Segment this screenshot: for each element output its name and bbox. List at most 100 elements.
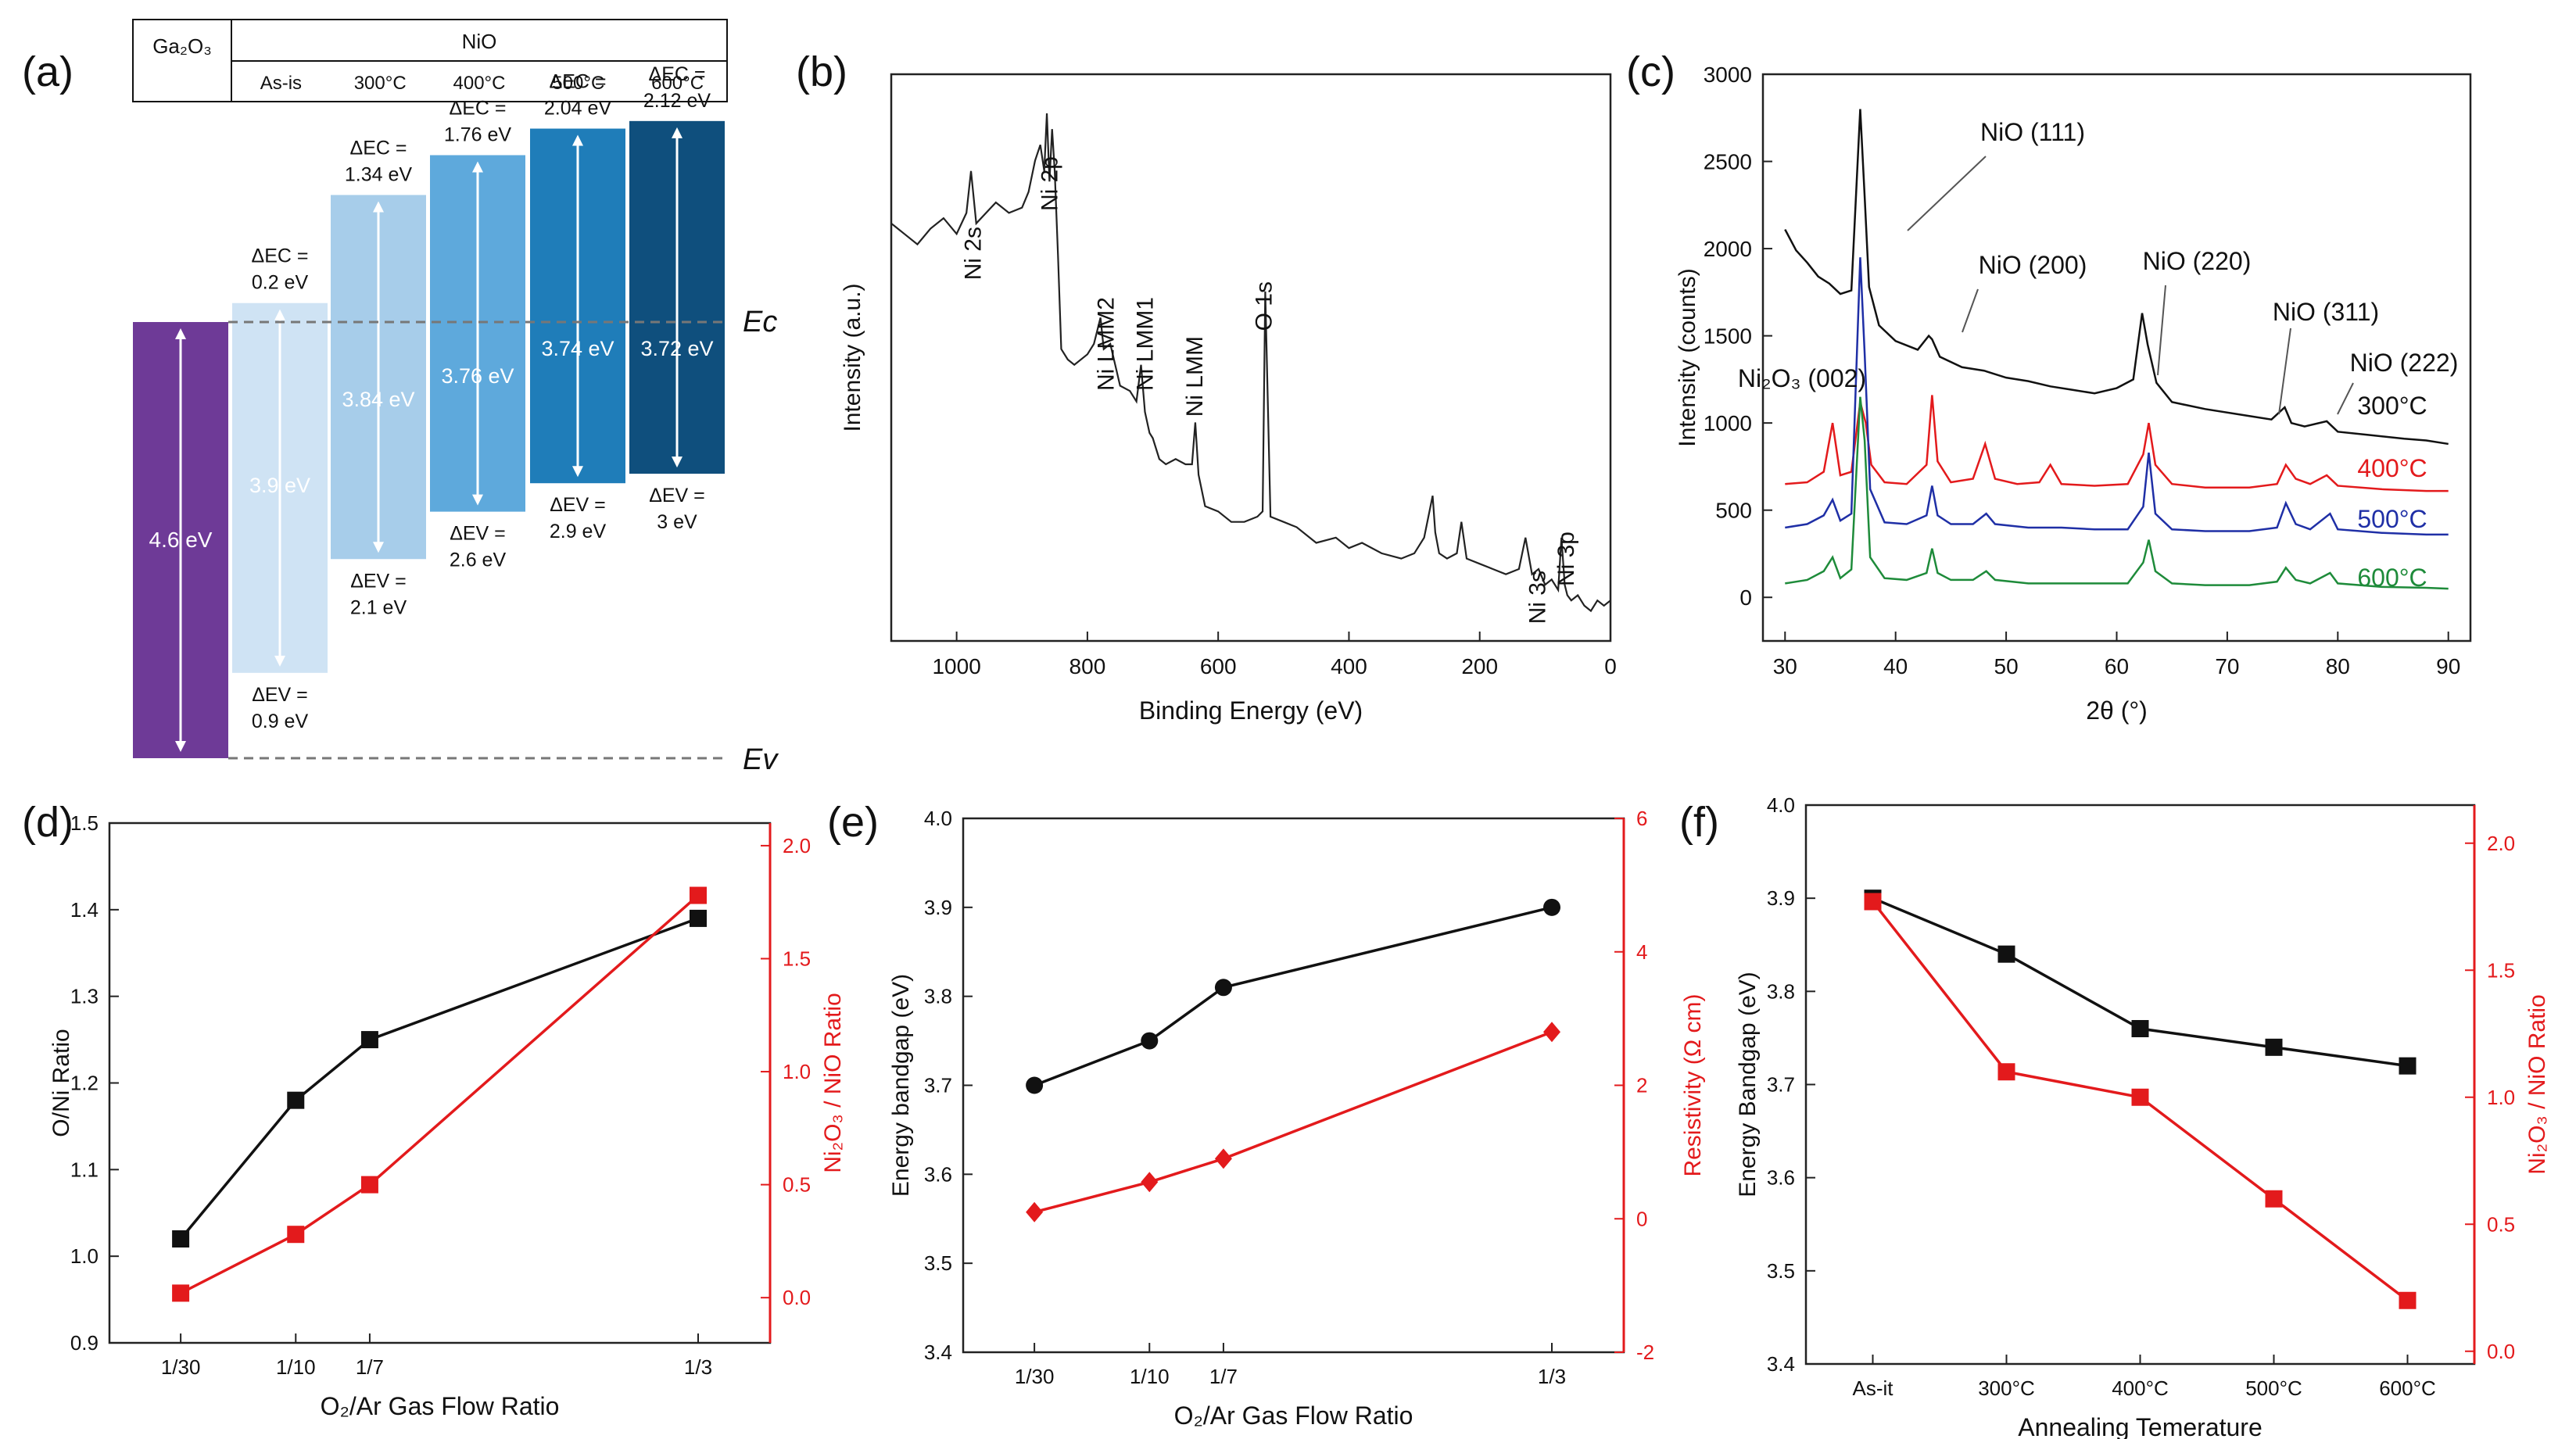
y-tick-label-left: 3.9 (924, 896, 952, 919)
arrow-head (175, 741, 186, 752)
arrow-head (672, 127, 683, 138)
plot-frame (1804, 804, 2476, 1366)
arrow-head (572, 466, 583, 478)
y-tick-label-left: 1.0 (70, 1244, 99, 1268)
peak-annotation: NiO (311) (2273, 298, 2379, 326)
peak-annotation: Ni 2s (961, 227, 987, 280)
peak-annotation: Ni 3p (1553, 532, 1579, 586)
data-marker (689, 886, 707, 904)
x-tick-label: 800 (1069, 654, 1106, 678)
data-marker (2131, 1020, 2149, 1037)
peak-annotation: Ni LMM (1182, 336, 1208, 417)
table-column-label: 400°C (453, 73, 506, 94)
y-tick-label-left: 3.8 (924, 985, 952, 1008)
peak-annotation: O 1s (1252, 281, 1277, 331)
arrow-head (175, 328, 186, 339)
data-marker (1026, 1201, 1044, 1222)
delta-ev-label: ΔEV = (252, 684, 308, 706)
y-tick-label-right: -2 (1636, 1341, 1654, 1364)
x-tick-label: 1/10 (276, 1355, 316, 1379)
peak-annotation: NiO (220) (2143, 247, 2252, 275)
band-diagram: Ga₂O₃ NiO As-is 300°C 400°C 500°C 600°C 4.6 eV 3… (132, 19, 779, 776)
y-tick-label-left: 3.7 (924, 1074, 952, 1097)
delta-ec-value: 1.76 eV (444, 124, 512, 146)
y-tick-label-left: 1.5 (70, 811, 99, 835)
data-marker (1214, 1148, 1232, 1169)
x-tick-label: 1/30 (1015, 1365, 1055, 1388)
arrow-head (373, 201, 384, 213)
data-marker (1141, 1032, 1159, 1050)
y-axis-label: Intensity (a.u.) (840, 283, 865, 431)
y-tick-label-right: 4 (1636, 940, 1647, 964)
peak-annotation: NiO (222) (2350, 349, 2459, 377)
x-tick-label: 1/7 (1209, 1365, 1238, 1388)
y-tick-label-left: 3.6 (924, 1162, 952, 1186)
arrow-head (472, 494, 483, 506)
series-label: 600°C (2357, 564, 2427, 592)
series-line (1872, 897, 2408, 1068)
series-line (1034, 1030, 1553, 1214)
x-tick-label: 600 (1200, 654, 1237, 678)
table-header-nio: NiO (462, 30, 497, 53)
peak-annotation: Ni 3s (1524, 571, 1550, 624)
series-label: 500°C (2357, 505, 2427, 533)
data-marker (1542, 898, 1560, 916)
y-tick-label-right: 0 (1636, 1207, 1647, 1230)
x-axis-label: O₂/Ar Gas Flow Ratio (1174, 1401, 1413, 1430)
data-marker (689, 909, 707, 927)
data-marker (1997, 1063, 2015, 1081)
data-marker (360, 1176, 378, 1194)
x-tick-label: 30 (1773, 654, 1797, 678)
x-tick-label: 1000 (932, 654, 980, 678)
y-tick-label-left: 1.1 (70, 1158, 99, 1181)
y-tick-label: 2500 (1704, 150, 1752, 174)
data-marker (1997, 945, 2015, 963)
x-tick-label: 80 (2326, 654, 2350, 678)
delta-ec-value: 2.04 eV (544, 98, 612, 120)
nio-bandgap-label: 3.74 eV (541, 337, 614, 360)
xrd-series-line (1785, 395, 2449, 492)
data-marker (287, 1226, 305, 1244)
table-header-ga2o3: Ga₂O₃ (152, 34, 212, 58)
series-line (1034, 906, 1553, 1087)
y-tick-label-left: 3.5 (924, 1251, 952, 1275)
annotation-arrow (1962, 288, 1979, 333)
peak-annotation: Ni₂O₃ (002) (1738, 364, 1866, 392)
x-tick-label: 40 (1883, 654, 1908, 678)
delta-ec-value: 1.34 eV (345, 163, 413, 185)
series-line (180, 894, 700, 1294)
peak-annotation: Ni LMM2 (1093, 297, 1119, 391)
y-axis-label-right: Ni₂O₃ / NiO Ratio (820, 993, 846, 1173)
x-tick-label: 1/10 (1130, 1365, 1170, 1388)
data-marker (172, 1230, 190, 1247)
peak-annotation: NiO (111) (1980, 118, 2085, 146)
series-label: 300°C (2357, 392, 2427, 420)
x-tick-label: 70 (2215, 654, 2239, 678)
y-tick-label-left: 3.7 (1767, 1073, 1795, 1097)
x-tick-label: 400°C (2112, 1376, 2169, 1400)
y-tick-label-right: 0.5 (783, 1173, 811, 1197)
arrow-head (472, 161, 483, 173)
y-tick-label-left: 3.9 (1767, 886, 1795, 910)
annotation-arrow (2278, 328, 2291, 415)
nio-bandgap-label: 3.72 eV (640, 337, 713, 360)
delta-ev-value: 2.1 eV (350, 596, 407, 618)
y-tick-label-right: 0.0 (783, 1286, 811, 1309)
arrow-head (274, 655, 285, 667)
y-tick-label-left: 3.5 (1767, 1259, 1795, 1283)
x-tick-label: 1/3 (684, 1355, 712, 1379)
delta-ec-label: ΔEC = (350, 137, 407, 159)
delta-ec-label: ΔEC = (550, 71, 607, 93)
ec-label: Ec (743, 306, 777, 338)
x-tick-label: 0 (1604, 654, 1617, 678)
series-line (179, 917, 699, 1240)
panel-label: (a) (22, 48, 73, 95)
data-marker (2131, 1088, 2149, 1106)
panel-label: (f) (1679, 799, 1719, 846)
panel-label: (d) (22, 799, 73, 846)
data-marker (1214, 979, 1232, 997)
x-axis-label: O₂/Ar Gas Flow Ratio (321, 1392, 560, 1420)
x-tick-label: 600°C (2379, 1376, 2436, 1400)
y-tick-label-left: 1.2 (70, 1072, 99, 1095)
chart-e: 1/30 1/10 1/7 1/3 3.4 3.5 3.6 3.7 3.8 3.9 4.0 -2 0 2 4… (888, 807, 1706, 1430)
